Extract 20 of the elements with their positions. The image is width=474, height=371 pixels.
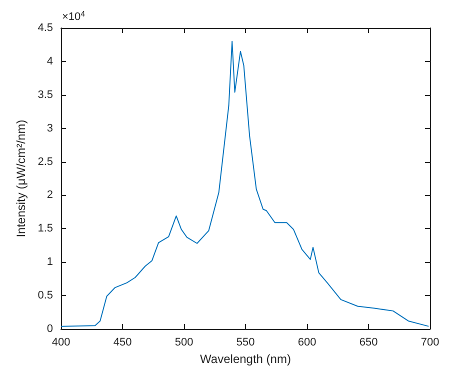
- y-tick-label: 0: [46, 323, 53, 335]
- x-tick-label: 550: [236, 336, 255, 348]
- x-tick-label: 400: [52, 336, 70, 348]
- x-tick-label: 700: [420, 336, 440, 348]
- x-axis-title: Wavelength (nm): [200, 352, 291, 366]
- y-tick-label: 1.5: [38, 222, 53, 235]
- y-tick-label: 3.5: [38, 88, 53, 101]
- y-axis-title: Intensity (μW/cm²/nm): [14, 120, 28, 238]
- y-tick-label: 3: [46, 122, 53, 134]
- line-series: [60, 40, 430, 327]
- y-tick-label: 4.5: [38, 22, 53, 34]
- y-tick-label: 1: [46, 256, 53, 268]
- x-tick-label: 650: [359, 336, 378, 348]
- y-tick-label: 2: [46, 189, 53, 202]
- y-tick-label: 2.5: [38, 156, 53, 168]
- x-tick-label: 500: [174, 336, 194, 348]
- x-tick-label: 600: [298, 336, 316, 348]
- x-tick-label: 450: [113, 336, 132, 348]
- y-tick-label: 0.5: [38, 290, 53, 302]
- y-tick-label: 4: [46, 55, 53, 68]
